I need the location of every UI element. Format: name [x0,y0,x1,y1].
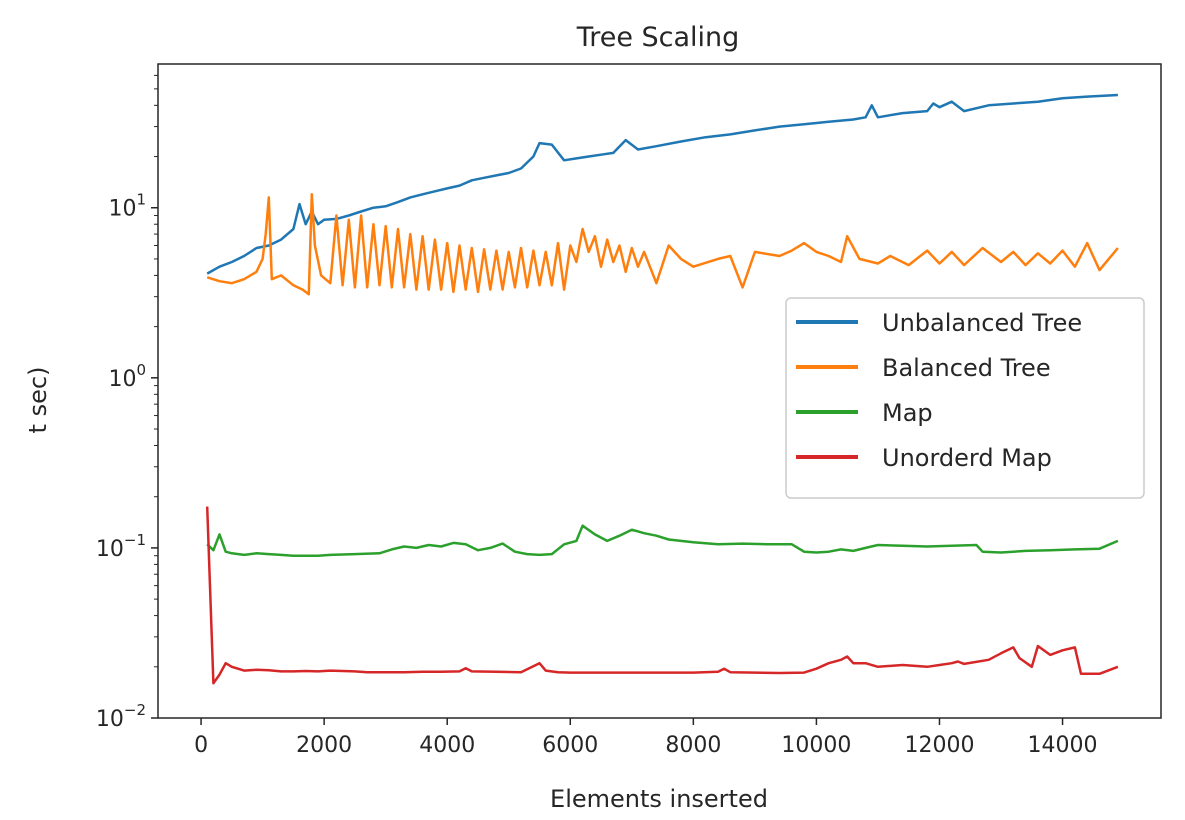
x-tick-label: 0 [194,733,208,758]
y-tick-label: 100 [108,361,146,392]
legend-label: Balanced Tree [882,354,1051,382]
legend-box [785,297,1145,499]
x-tick-label: 6000 [542,733,598,758]
y-tick-label: 101 [108,191,146,222]
series-line-3 [205,506,1119,685]
legend-label: Map [882,399,933,427]
y-axis: 10−2 10−1 100 101 [96,74,158,732]
x-tick-label: 8000 [665,733,721,758]
x-axis: 0 2000 4000 6000 8000 10000 12000 14000 [194,718,1098,758]
x-tick-label: 12000 [904,733,974,758]
x-tick-label: 10000 [781,733,851,758]
plot-frame [157,63,1162,719]
y-tick-label: 10−1 [96,531,146,562]
x-tick-label: 2000 [296,733,352,758]
legend: Unbalanced Tree Balanced Tree Map Unorderd … [785,297,1145,499]
x-tick-label: 4000 [419,733,475,758]
series-layer [205,93,1119,685]
legend-label: Unorderd Map [882,444,1052,472]
y-tick-label: 10−2 [96,701,146,732]
legend-label: Unbalanced Tree [882,309,1082,337]
series-line-2 [206,524,1119,557]
x-tick-label: 14000 [1028,733,1098,758]
y-axis-label: t sec) [24,367,52,434]
series-line-1 [206,193,1119,296]
x-axis-label: Elements inserted [550,785,768,813]
chart-title: Tree Scaling [576,22,740,53]
